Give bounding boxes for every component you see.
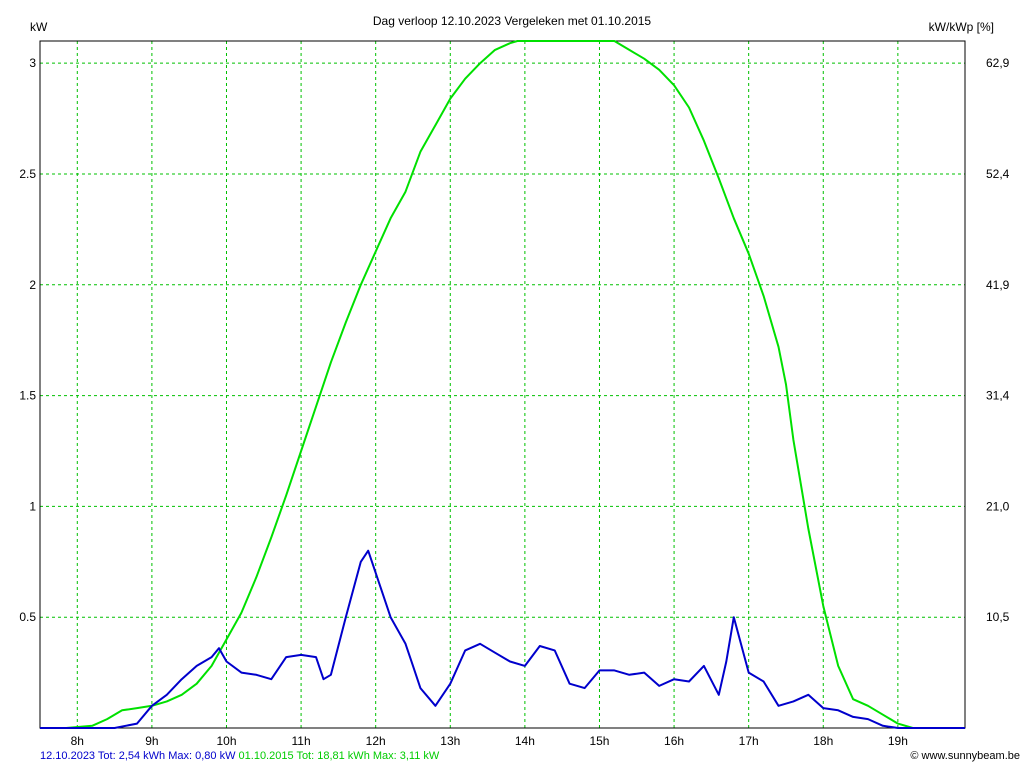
x-tick-label: 18h — [813, 734, 833, 748]
y-tick-label-right: 52,4 — [986, 167, 1010, 181]
x-tick-label: 19h — [888, 734, 908, 748]
grid — [40, 41, 965, 728]
x-tick-label: 10h — [216, 734, 236, 748]
y-tick-label-left: 3 — [29, 56, 36, 70]
legend-comparison-day: 01.10.2015 Tot: 18,81 kWh Max: 3,11 kW — [238, 750, 440, 762]
series-layer — [40, 40, 965, 729]
x-tick-label: 15h — [589, 734, 609, 748]
y-tick-label-left: 1.5 — [19, 389, 36, 403]
x-tick-label: 12h — [366, 734, 386, 748]
y-axis-right-label: kW/kWp [%] — [929, 20, 994, 34]
x-tick-label: 17h — [739, 734, 759, 748]
y-tick-label-right: 10,5 — [986, 610, 1010, 624]
footer-credit: © www.sunnybeam.be — [910, 750, 1020, 762]
x-tick-label: 14h — [515, 734, 535, 748]
x-ticks: 8h 9h 10h 11h 12h 13h 14h 15h 16h 17h 18h 19h — [71, 734, 908, 748]
y-tick-label-left: 2 — [29, 278, 36, 292]
y-tick-label-right: 21,0 — [986, 499, 1010, 513]
chart-title: Dag verloop 12.10.2023 Vergeleken met 01… — [373, 14, 652, 28]
y-tick-label-right: 62,9 — [986, 56, 1010, 70]
x-tick-label: 9h — [145, 734, 158, 748]
y-tick-label-left: 0.5 — [19, 610, 36, 624]
series-line-comparison — [40, 40, 965, 729]
x-tick-label: 8h — [71, 734, 84, 748]
y-tick-label-left: 1 — [29, 499, 36, 513]
y-ticks-left: 0.5 1 1.5 2 2.5 3 — [19, 56, 36, 624]
y-axis-left-label: kW — [30, 20, 48, 34]
x-tick-label: 11h — [292, 734, 311, 748]
plot-frame — [39, 40, 966, 729]
y-ticks-right: 10,5 21,0 31,4 41,9 52,4 62,9 — [986, 56, 1010, 624]
x-tick-label: 13h — [440, 734, 460, 748]
footer-legend: 12.10.2023 Tot: 2,54 kWh Max: 0,80 kW 01… — [40, 750, 439, 762]
y-tick-label-left: 2.5 — [19, 167, 36, 181]
y-tick-label-right: 31,4 — [986, 389, 1010, 403]
series-line-current — [40, 549, 965, 729]
y-tick-label-right: 41,9 — [986, 278, 1010, 292]
x-tick-label: 16h — [664, 734, 684, 748]
legend-current-day: 12.10.2023 Tot: 2,54 kWh Max: 0,80 kW — [40, 750, 236, 762]
